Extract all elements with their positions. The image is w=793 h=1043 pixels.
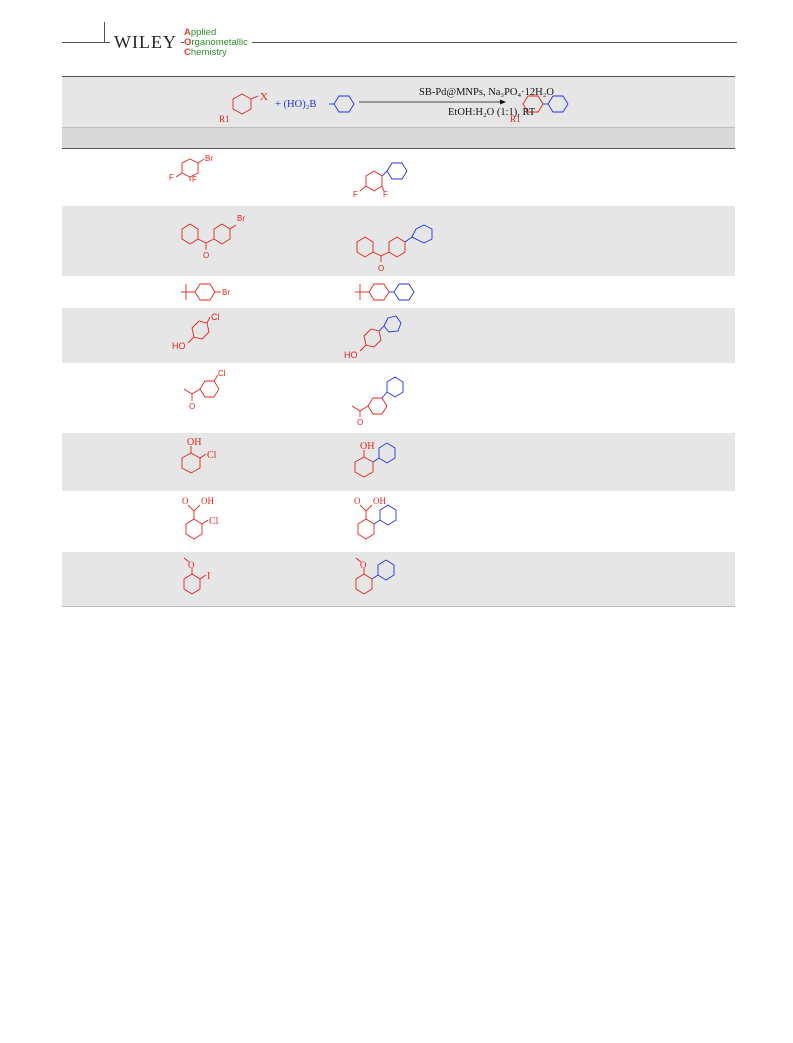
- product-phenyl: [547, 95, 569, 113]
- conditions-top: SB-Pd@MNPs, Na₃PO₄·12H₂O: [419, 87, 555, 98]
- atom-label: Cl: [218, 369, 226, 378]
- atom-label: O: [357, 418, 363, 427]
- atom-label: F: [169, 173, 174, 182]
- column-header-band: [62, 127, 735, 149]
- product-structure: O OH: [354, 496, 397, 540]
- atom-label: O: [182, 496, 189, 506]
- atom-label: F: [192, 175, 197, 184]
- atom-label: OH: [373, 496, 386, 506]
- table-row: O Br O: [62, 206, 735, 276]
- aryl-halide: [232, 93, 259, 115]
- substrate-structure: O OH Cl: [182, 496, 219, 540]
- table-row: Br F F F F: [62, 149, 735, 206]
- atom-label: O: [188, 560, 195, 570]
- reaction-scheme: X R1 + (HO)₂B R1 SB-Pd@MNPs, Na₃PO₄·12H₂…: [62, 77, 735, 127]
- table-row: O I O: [62, 552, 735, 606]
- journal-line-1: Applied: [184, 27, 217, 38]
- journal-line-2: Organometallic: [184, 37, 248, 48]
- substrate-structure: Br: [181, 283, 230, 301]
- results-table: X R1 + (HO)₂B R1 SB-Pd@MNPs, Na₃PO₄·12H₂…: [62, 76, 735, 607]
- product-structure: HO: [344, 315, 402, 360]
- atom-label: HO: [344, 350, 358, 360]
- scheme-drawing: X R1 + (HO)₂B R1: [219, 91, 569, 124]
- header-tick: [104, 22, 105, 42]
- table-bottom-rule: [62, 606, 735, 607]
- substrate-structure: Br F F: [169, 154, 213, 184]
- atom-label: OH: [201, 496, 214, 506]
- atom-label: O: [203, 251, 209, 260]
- substrate-structure: O I: [183, 557, 210, 595]
- atom-label: F: [353, 190, 358, 199]
- substrate-structure: O Br: [181, 214, 245, 260]
- atom-label: Br: [237, 214, 245, 223]
- table-row: O OH Cl O OH: [62, 491, 735, 552]
- atom-label: OH: [360, 441, 374, 452]
- product-structure: F F: [353, 162, 408, 199]
- product-structure: [355, 283, 415, 301]
- atom-label: O: [354, 496, 361, 506]
- atom-label: O: [378, 264, 384, 273]
- atom-label: Br: [222, 288, 230, 297]
- table-row: OH Cl OH: [62, 433, 735, 491]
- substrate-structure: Cl O: [183, 369, 226, 411]
- halide-label: X: [260, 91, 268, 103]
- atom-label: OH: [187, 437, 201, 448]
- atom-label: Cl: [207, 450, 217, 461]
- product-structure: O: [351, 376, 404, 427]
- atom-label: Cl: [211, 312, 220, 322]
- product-structure: O: [356, 224, 433, 273]
- product-structure: OH: [354, 441, 396, 478]
- substrate-structure: OH Cl: [181, 437, 217, 474]
- atom-label: HO: [172, 341, 186, 351]
- boronic-acid-label: + (HO)₂B: [275, 99, 316, 110]
- arrowhead: [500, 99, 506, 105]
- publisher-logo: WILEY: [110, 32, 181, 53]
- conditions-bottom: EtOH:H₂O (1:1), RT: [448, 107, 536, 118]
- table-row: Br: [62, 276, 735, 308]
- substrate-structure: Cl HO: [172, 312, 220, 351]
- product-r1-label: R1: [510, 114, 521, 124]
- r1-label: R1: [219, 114, 230, 124]
- journal-header: WILEY Applied Organometallic Chemistry: [62, 22, 737, 62]
- product-structure: O: [355, 557, 395, 595]
- header-rule: [62, 42, 737, 43]
- atom-label: I: [207, 571, 210, 582]
- atom-label: O: [360, 560, 367, 570]
- table-row: Cl HO HO: [62, 308, 735, 363]
- atom-label: F: [383, 190, 388, 199]
- atom-label: O: [189, 402, 195, 411]
- atom-label: Br: [205, 154, 213, 163]
- journal-logo: Applied Organometallic Chemistry: [184, 28, 252, 58]
- phenyl-boronic: [329, 95, 355, 113]
- table-top-rule: [62, 76, 735, 77]
- journal-line-3: Chemistry: [184, 47, 227, 58]
- atom-label: Cl: [209, 516, 219, 527]
- table-row: Cl O O: [62, 363, 735, 433]
